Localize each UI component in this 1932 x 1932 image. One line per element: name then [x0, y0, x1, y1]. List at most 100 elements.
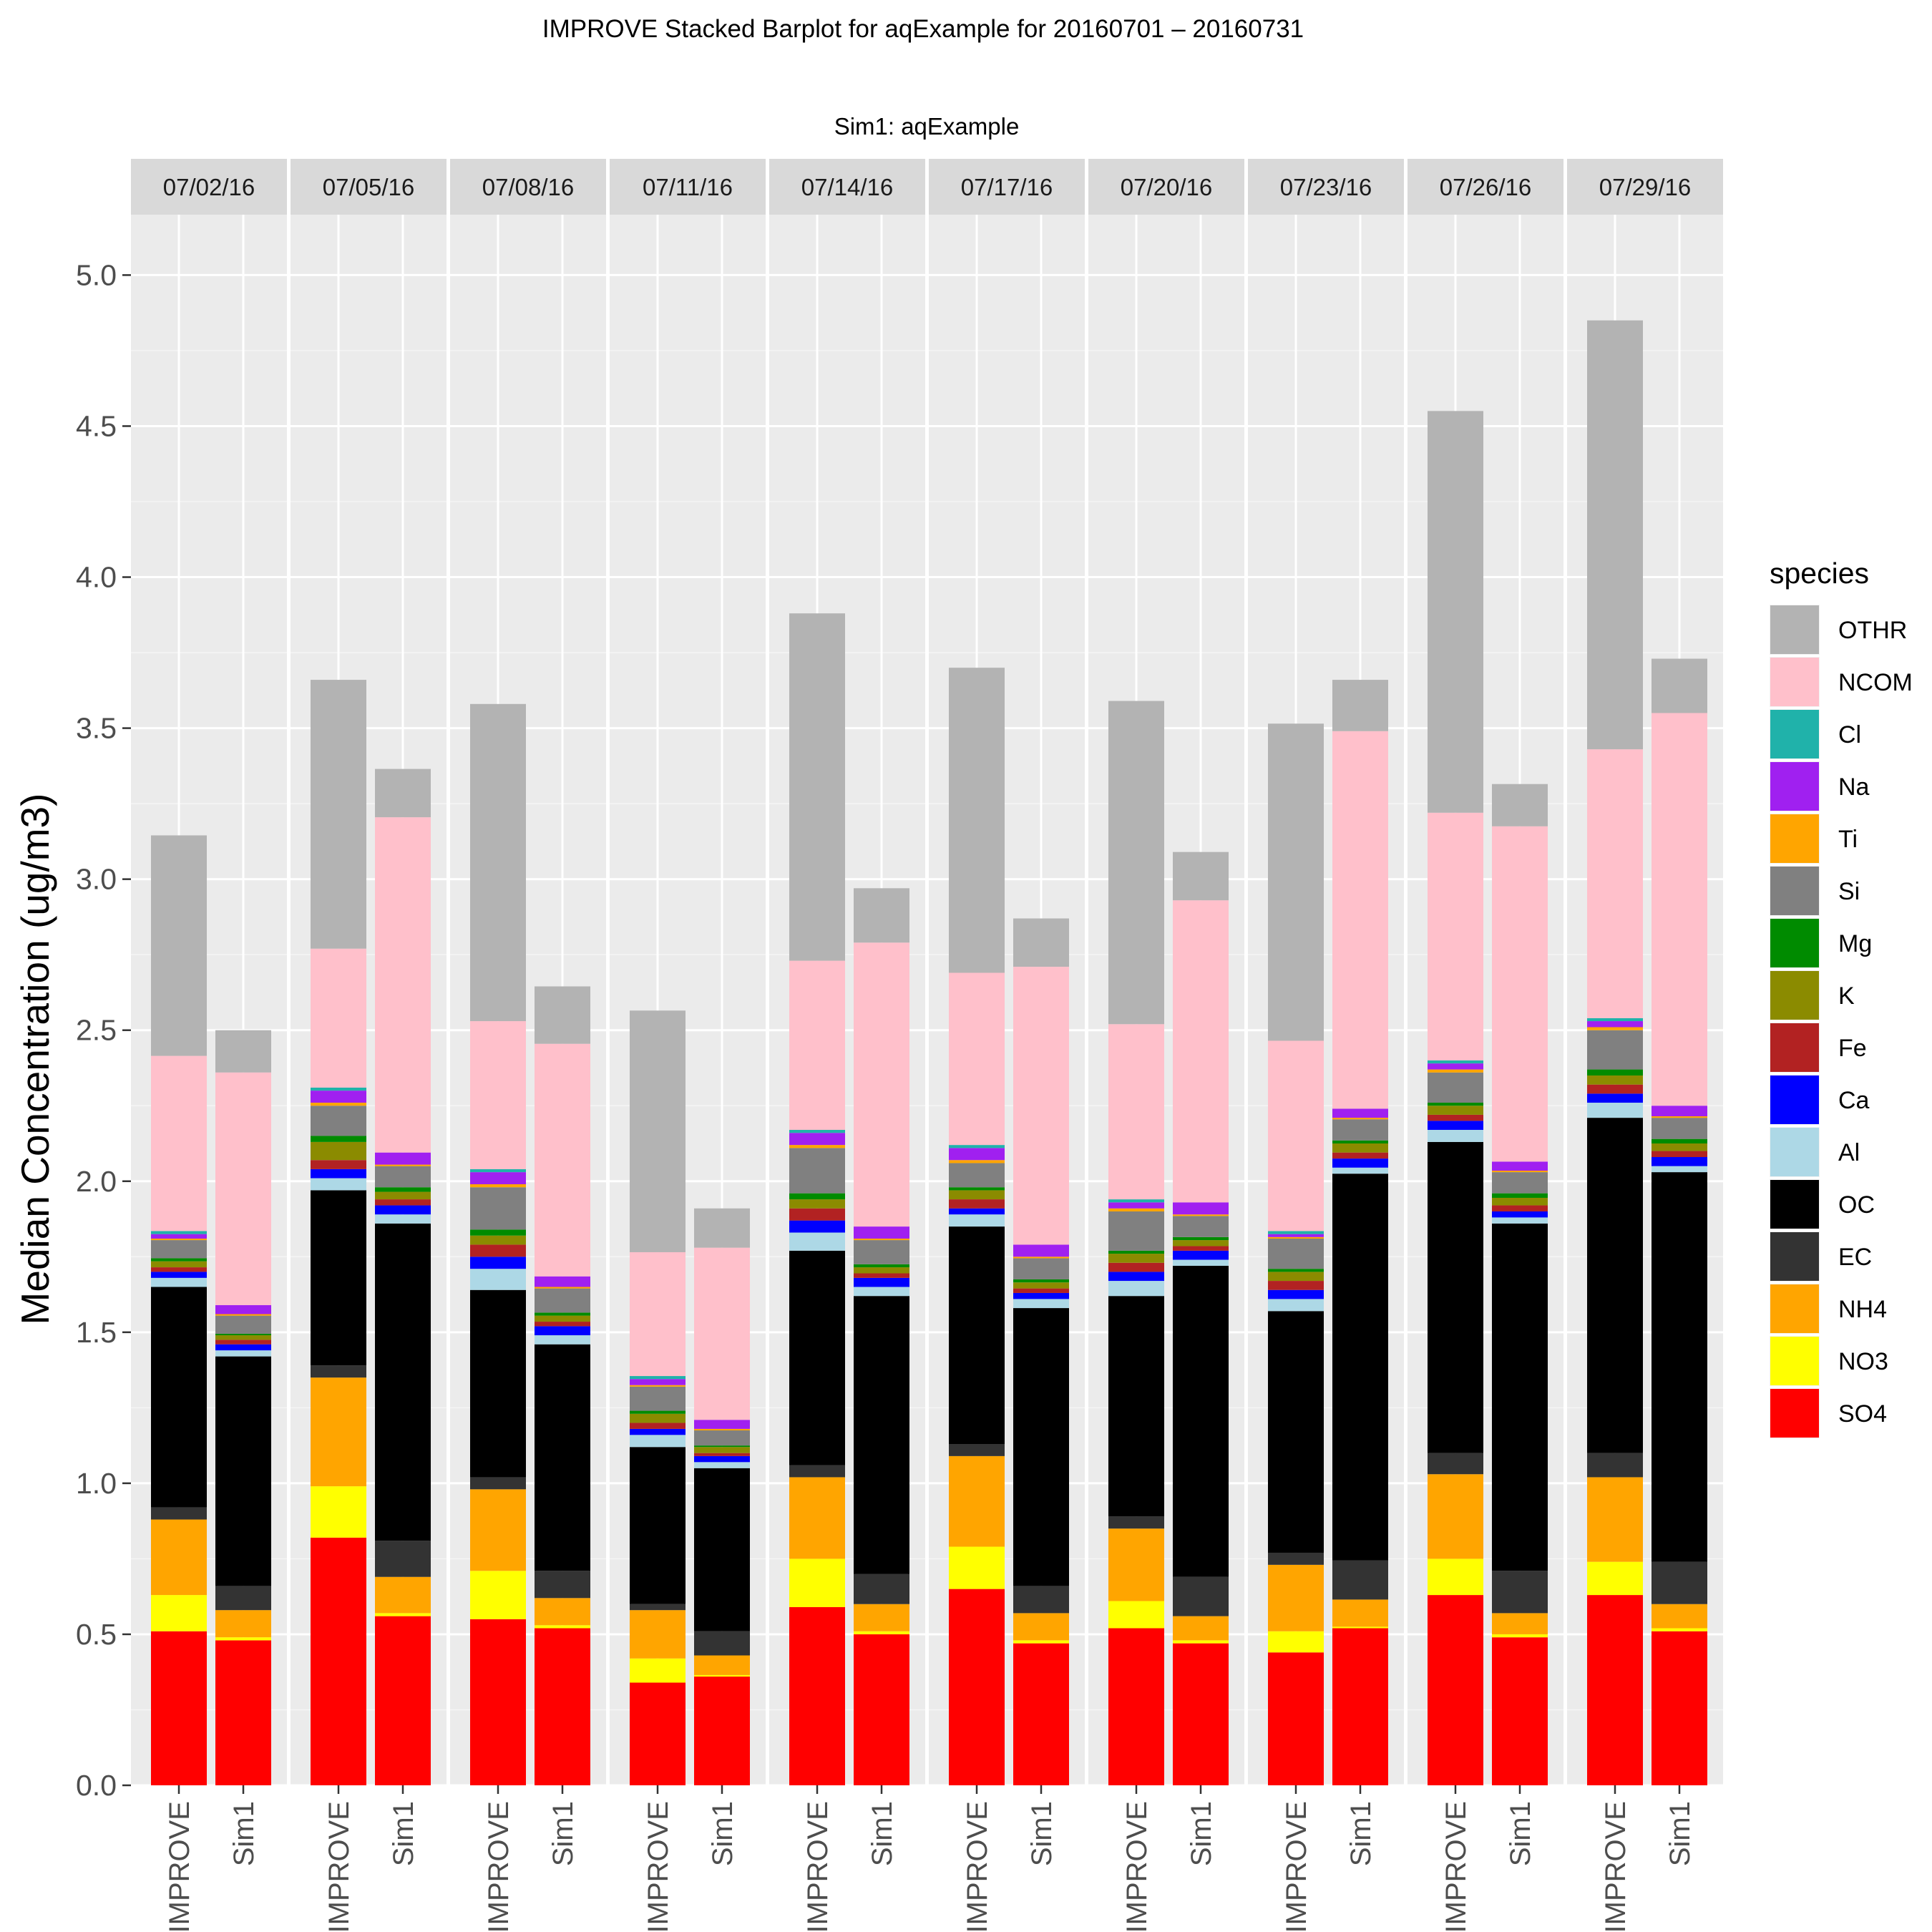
bar-segment-Fe: [949, 1199, 1005, 1209]
legend-label: NCOM: [1838, 669, 1913, 696]
bar-segment-Na: [1652, 1106, 1707, 1117]
bar-segment-Na: [1013, 1244, 1069, 1257]
bar-segment-Fe: [1492, 1205, 1548, 1211]
bar-segment-Ca: [1013, 1292, 1069, 1299]
bar-segment-NO3: [789, 1558, 845, 1607]
bar-segment-Al: [854, 1287, 909, 1297]
bar-segment-Mg: [694, 1445, 750, 1448]
bar-Sim1: [1652, 658, 1707, 1785]
bar-segment-NH4: [789, 1477, 845, 1559]
bar-IMPROVE: [151, 835, 207, 1785]
bar-segment-SO4: [1108, 1628, 1164, 1785]
x-tick-label: IMPROVE: [323, 1801, 355, 1932]
bar-segment-OTHR: [375, 769, 431, 818]
y-axis: 0.0 0.5 1.0 1.5 2.0 2.5 3.0 3.5 4.0 4.5 5.0: [76, 258, 131, 1802]
bar-segment-Fe: [694, 1453, 750, 1456]
bar-segment-Si: [1428, 1072, 1483, 1103]
bar-segment-Ca: [854, 1277, 909, 1287]
bar-segment-Fe: [1268, 1281, 1324, 1290]
legend-swatch: [1770, 1180, 1819, 1229]
bar-segment-EC: [694, 1631, 750, 1656]
bar-segment-Ca: [1268, 1289, 1324, 1299]
y-tick-label: 2.5: [76, 1014, 117, 1047]
x-tick-label: Sim1: [1664, 1801, 1696, 1866]
y-tick-label: 4.0: [76, 561, 117, 594]
legend-swatch: [1770, 919, 1819, 967]
bar-segment-Ti: [854, 1238, 909, 1241]
bar-segment-NO3: [854, 1631, 909, 1634]
panel-07-23-16: 07/23/16 IMPROVE Sim1: [1248, 159, 1404, 1932]
bar-segment-Ca: [694, 1455, 750, 1463]
bar-segment-EC: [470, 1477, 526, 1490]
legend-swatch: [1770, 762, 1819, 811]
legend-item-Mg: Mg: [1770, 918, 1872, 968]
bar-segment-Cl: [151, 1231, 207, 1234]
legend-item-OTHR: OTHR: [1770, 605, 1907, 655]
bar-segment-Al: [151, 1277, 207, 1287]
bar-segment-Si: [1332, 1119, 1388, 1141]
bar-segment-NCOM: [215, 1072, 271, 1305]
bar-segment-Ca: [1428, 1121, 1483, 1131]
bar-segment-NCOM: [789, 960, 845, 1131]
bar-segment-Ca: [1332, 1158, 1388, 1168]
bar-segment-K: [789, 1199, 845, 1209]
bar-segment-SO4: [694, 1677, 750, 1785]
legend-swatch: [1770, 814, 1819, 863]
legend-swatch: [1770, 971, 1819, 1020]
chart-subtitle: Sim1: aqExample: [834, 113, 1020, 140]
bar-segment-NH4: [151, 1519, 207, 1596]
bar-segment-Al: [470, 1269, 526, 1290]
bar-segment-Mg: [1108, 1250, 1164, 1254]
legend-label: OC: [1838, 1191, 1875, 1219]
legend-swatch: [1770, 1337, 1819, 1385]
x-tick-label: Sim1: [228, 1801, 260, 1866]
legend-label: SO4: [1838, 1400, 1887, 1428]
panel-07-11-16: 07/11/16 IMPROVE Sim1: [610, 159, 766, 1932]
bar-segment-Ti: [694, 1428, 750, 1431]
x-tick-label: IMPROVE: [1440, 1801, 1472, 1932]
bar-segment-Na: [1587, 1021, 1643, 1028]
panel-07-14-16: 07/14/16 IMPROVE Sim1: [769, 159, 925, 1932]
bar-segment-OTHR: [311, 680, 366, 949]
bar-segment-Na: [854, 1226, 909, 1239]
x-tick-label: IMPROVE: [1600, 1801, 1631, 1932]
bar-segment-Al: [215, 1350, 271, 1357]
bar-IMPROVE: [311, 680, 366, 1785]
bar-segment-NO3: [1587, 1561, 1643, 1596]
bar-segment-NH4: [949, 1455, 1005, 1547]
bar-segment-NCOM: [949, 972, 1005, 1146]
bar-segment-Al: [694, 1462, 750, 1468]
legend-label: OTHR: [1838, 617, 1907, 644]
panel-07-29-16: 07/29/16 IMPROVE Sim1: [1567, 159, 1723, 1932]
bar-segment-NH4: [470, 1489, 526, 1571]
bar-segment-NCOM: [535, 1043, 590, 1277]
bar-segment-NO3: [1332, 1626, 1388, 1629]
bar-segment-NO3: [1428, 1558, 1483, 1596]
panel-strip-label: 07/20/16: [1121, 174, 1212, 200]
bar-segment-Mg: [311, 1136, 366, 1142]
bar-Sim1: [854, 888, 909, 1785]
bar-segment-NCOM: [151, 1055, 207, 1231]
bar-segment-OTHR: [1268, 723, 1324, 1041]
x-tick-label: IMPROVE: [164, 1801, 195, 1932]
panel-07-20-16: 07/20/16 IMPROVE Sim1: [1088, 159, 1244, 1932]
bar-segment-K: [1652, 1143, 1707, 1151]
x-tick-label: Sim1: [1345, 1801, 1377, 1866]
bar-segment-Na: [375, 1152, 431, 1165]
bar-IMPROVE: [1587, 320, 1643, 1785]
bar-segment-OC: [375, 1223, 431, 1541]
bar-segment-SO4: [215, 1640, 271, 1785]
bar-Sim1: [215, 1030, 271, 1785]
legend-item-Fe: Fe: [1770, 1023, 1867, 1073]
bar-segment-Ti: [789, 1145, 845, 1148]
bar-segment-Mg: [375, 1187, 431, 1192]
bar-segment-Ti: [1268, 1236, 1324, 1239]
bar-Sim1: [1492, 784, 1548, 1785]
bar-segment-OTHR: [1013, 918, 1069, 967]
legend-label: EC: [1838, 1244, 1872, 1271]
bar-segment-SO4: [854, 1634, 909, 1785]
bar-segment-OTHR: [1332, 680, 1388, 731]
panel-strip-label: 07/26/16: [1440, 174, 1531, 200]
bar-segment-OTHR: [215, 1030, 271, 1073]
bar-Sim1: [375, 769, 431, 1785]
